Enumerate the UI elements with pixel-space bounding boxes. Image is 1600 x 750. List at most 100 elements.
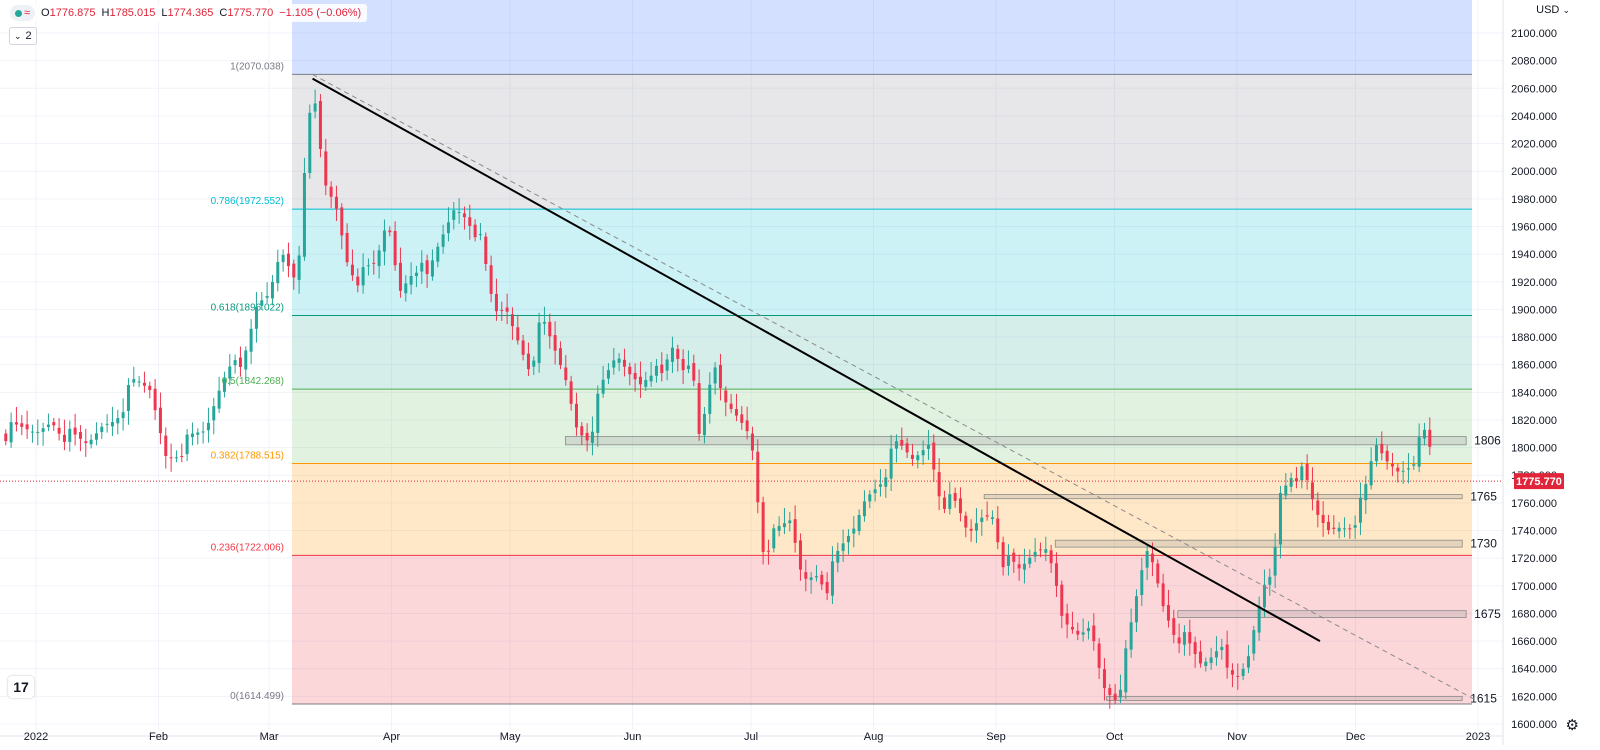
candle-body xyxy=(62,434,66,442)
candle-body xyxy=(622,359,626,367)
price-tick-label: 1740.000 xyxy=(1511,526,1557,538)
candle-body xyxy=(1417,437,1421,467)
indicators-toggle-button[interactable]: ⌄ 2 xyxy=(9,27,37,45)
candle-body xyxy=(932,442,936,470)
time-tick-label: Jun xyxy=(624,731,642,743)
candle-body xyxy=(649,375,653,382)
ohlc-legend: ≈ O1776.875 H1785.015 L1774.365 C1775.77… xyxy=(8,4,368,22)
candle-body xyxy=(830,561,834,596)
candle-body xyxy=(782,523,786,528)
chevron-down-icon: ⌄ xyxy=(14,30,22,41)
price-tick-label: 2040.000 xyxy=(1511,111,1557,123)
candle-body xyxy=(537,322,541,364)
candle-body xyxy=(292,263,296,278)
tradingview-logo-icon[interactable]: 17 xyxy=(8,676,34,698)
zone-rectangle[interactable] xyxy=(1177,610,1467,618)
candle-body xyxy=(809,577,813,581)
time-tick-label: Aug xyxy=(864,731,884,743)
dashed-trend-line[interactable] xyxy=(312,74,1475,700)
candle-body xyxy=(1353,525,1357,528)
last-price-tag-label: 1775.770 xyxy=(1516,476,1562,488)
zone-rectangle[interactable] xyxy=(564,436,1467,446)
candle-body xyxy=(1049,550,1053,564)
price-tick-label: 1660.000 xyxy=(1511,636,1557,648)
candle-body xyxy=(1076,630,1080,635)
candle-body xyxy=(94,433,98,440)
zone-rectangle[interactable] xyxy=(1106,695,1463,701)
candle-body xyxy=(1246,656,1250,668)
candle-body xyxy=(585,432,589,441)
candle-body xyxy=(281,254,285,263)
candle-body xyxy=(1385,450,1389,462)
candle-body xyxy=(644,380,648,387)
settings-gear-icon[interactable]: ⚙ xyxy=(1565,717,1579,734)
candle-body xyxy=(793,519,797,543)
candle-body xyxy=(1262,584,1266,608)
candle-body xyxy=(1406,468,1410,470)
candle-body xyxy=(1086,628,1090,632)
candle-body xyxy=(1070,626,1074,630)
candle-body xyxy=(52,422,56,426)
candle-body xyxy=(345,232,349,263)
candle-body xyxy=(948,494,952,509)
candle-body xyxy=(409,276,413,285)
support-resistance-zones[interactable]: 1806 1765 1730 1675 1615 xyxy=(564,434,1501,706)
candle-body xyxy=(772,528,776,549)
candle-body xyxy=(254,307,258,329)
candle-body xyxy=(734,409,738,416)
candle-body xyxy=(457,212,461,214)
candle-body xyxy=(1038,549,1042,551)
candle-body xyxy=(910,454,914,459)
candle-body xyxy=(1289,478,1293,487)
trendlines[interactable] xyxy=(312,74,1475,700)
candle-body xyxy=(1108,688,1112,695)
symbol-status-pill[interactable]: ≈ xyxy=(10,5,36,21)
candle-body xyxy=(84,441,88,444)
currency-selector[interactable]: USD ⌄ xyxy=(1536,4,1570,16)
price-tick-label: 2100.000 xyxy=(1511,28,1557,40)
price-tick-label: 2000.000 xyxy=(1511,166,1557,178)
candle-body xyxy=(1337,527,1341,532)
candle-body xyxy=(425,260,429,275)
price-tick-label: 2060.000 xyxy=(1511,83,1557,95)
candle-body xyxy=(857,514,861,532)
fib-level-label: 0.786(1972.552) xyxy=(211,196,284,207)
candle-body xyxy=(580,426,584,436)
time-axis[interactable]: 2022 Feb Mar Apr May Jun Jul Aug Sep Oct Nov Dec 202… xyxy=(0,731,1503,743)
candle-body xyxy=(718,364,722,389)
candle-body xyxy=(500,309,504,311)
candle-body xyxy=(958,498,962,514)
price-tick-label: 1940.000 xyxy=(1511,249,1557,261)
candle-body xyxy=(654,365,658,376)
zone-rectangle[interactable] xyxy=(983,494,1463,500)
zone-rectangle[interactable] xyxy=(1054,539,1463,548)
candle-body xyxy=(702,413,706,436)
candle-body xyxy=(740,414,744,423)
price-tick-label: 1600.000 xyxy=(1511,719,1557,731)
candle-body xyxy=(1006,555,1010,566)
downtrend-line[interactable] xyxy=(312,77,1321,642)
price-tick-label: 2020.000 xyxy=(1511,139,1557,151)
candle-body xyxy=(1209,657,1213,663)
candle-body xyxy=(894,441,898,449)
candle-body xyxy=(814,576,818,578)
candle-body xyxy=(729,403,733,410)
price-axis[interactable]: 1600.000 1620.000 1640.000 1660.000 1680.000… xyxy=(1502,0,1600,745)
fibonacci-retracement[interactable]: 1(2070.038) 0.786(1972.552) 0.618(1896.022… xyxy=(211,0,1472,705)
candle-body xyxy=(356,276,360,286)
candle-body xyxy=(1369,461,1373,486)
candle-body xyxy=(1124,648,1128,693)
candle-body xyxy=(484,236,488,265)
candle-body xyxy=(953,492,957,501)
price-tick-label: 1680.000 xyxy=(1511,608,1557,620)
time-tick-label: 2022 xyxy=(24,731,48,743)
candle-body xyxy=(974,523,978,531)
candle-body xyxy=(1428,429,1432,447)
candle-body xyxy=(521,340,525,355)
candle-body xyxy=(1310,482,1314,500)
candle-body xyxy=(1150,553,1154,563)
time-tick-label: May xyxy=(500,731,521,743)
candle-body xyxy=(1017,564,1021,569)
